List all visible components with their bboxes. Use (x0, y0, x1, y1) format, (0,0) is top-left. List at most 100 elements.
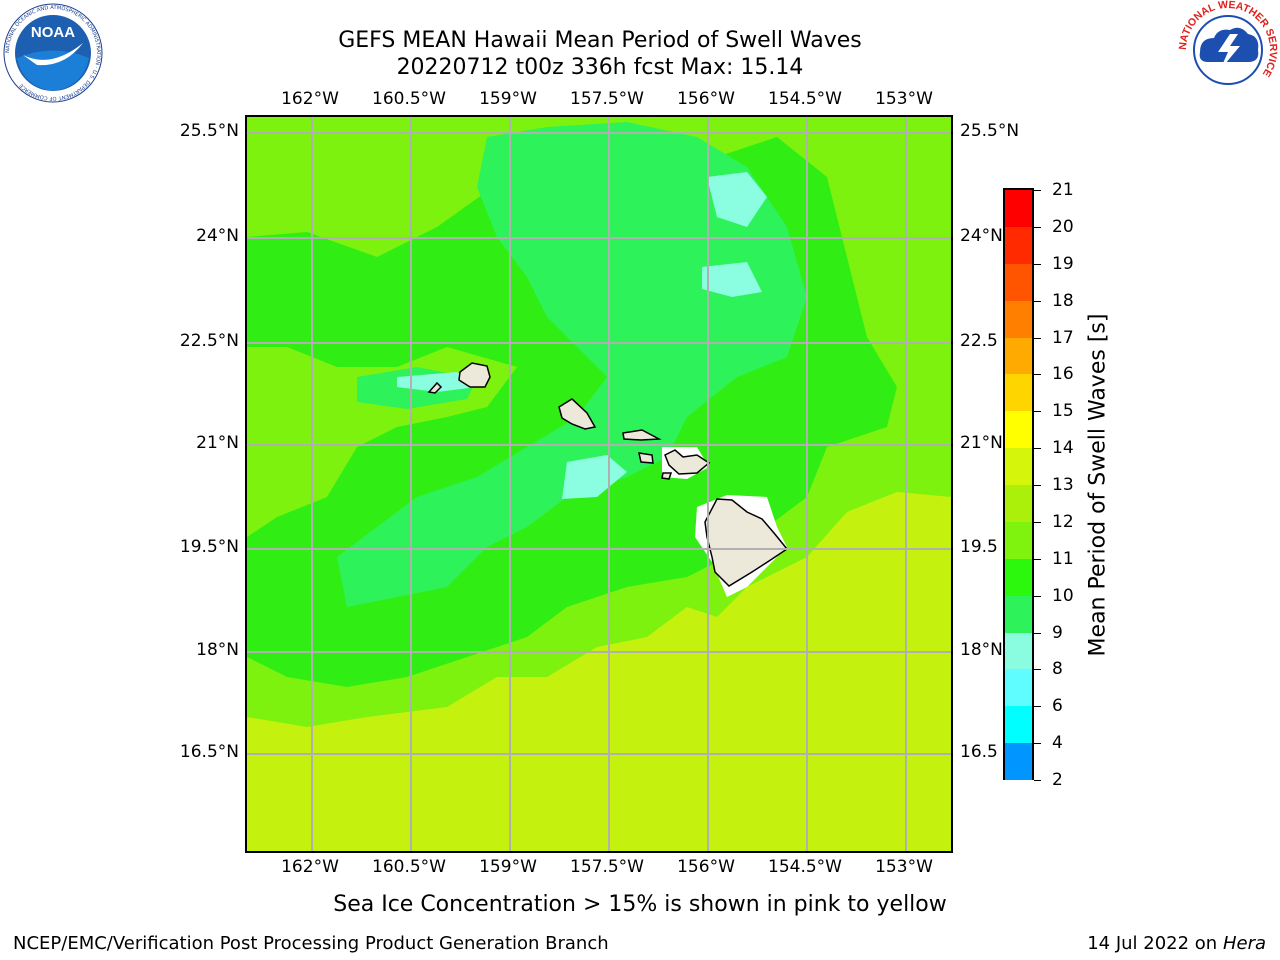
colorbar-tick (1034, 485, 1041, 486)
lat-tick-right: 24°N (960, 226, 1003, 246)
lat-tick-left: 18°N (196, 640, 239, 660)
nws-logo: NATIONAL WEATHER SERVICE (1177, 0, 1279, 100)
colorbar-label: 21 (1052, 180, 1074, 200)
colorbar-label: 11 (1052, 549, 1074, 569)
lon-tick-top: 162°W (281, 89, 339, 109)
colorbar-label: 16 (1052, 364, 1074, 384)
lat-tick-left: 19.5°N (179, 537, 239, 557)
band-9-10 (562, 455, 627, 499)
graticule (247, 117, 951, 851)
colorbar-tick (1034, 190, 1041, 191)
chart-subtitle: 20220712 t00z 336h fcst Max: 15.14 (396, 55, 804, 80)
footnote: Sea Ice Concentration > 15% is shown in … (333, 892, 947, 917)
swell-period-map (245, 115, 953, 853)
lon-tick-bottom: 157.5°W (570, 857, 644, 877)
colorbar-label: 12 (1052, 512, 1074, 532)
footer-date-text: 14 Jul 2022 on (1087, 933, 1218, 954)
lon-tick-top: 159°W (479, 89, 537, 109)
colorbar-segment (1005, 669, 1032, 707)
colorbar-label: 9 (1052, 623, 1063, 643)
lon-tick-top: 157.5°W (570, 89, 644, 109)
band-9-10 (702, 262, 762, 297)
colorbar-segment (1005, 521, 1032, 559)
colorbar-segment (1005, 300, 1032, 338)
colorbar (1003, 188, 1034, 781)
colorbar-label: 4 (1052, 733, 1063, 753)
noaa-logo-text: NOAA (31, 24, 75, 41)
colorbar-tick (1034, 374, 1041, 375)
colorbar-segment (1005, 595, 1032, 633)
lon-tick-bottom: 154.5°W (768, 857, 842, 877)
colorbar-tick (1034, 448, 1041, 449)
colorbar-label: 15 (1052, 401, 1074, 421)
lon-tick-bottom: 156°W (677, 857, 735, 877)
footer-credit: NCEP/EMC/Verification Post Processing Pr… (13, 933, 609, 954)
lat-tick-right: 19.5 (960, 537, 998, 557)
lat-tick-left: 24°N (196, 226, 239, 246)
lat-tick-left: 21°N (196, 433, 239, 453)
colorbar-label: 20 (1052, 217, 1074, 237)
colorbar-label: 6 (1052, 696, 1063, 716)
colorbar-tick (1034, 301, 1041, 302)
colorbar-segment (1005, 743, 1032, 781)
lon-tick-bottom: 162°W (281, 857, 339, 877)
lat-tick-right: 25.5°N (960, 121, 1020, 141)
colorbar-label: 17 (1052, 328, 1074, 348)
island-lanai (638, 452, 654, 464)
colorbar-segment (1005, 226, 1032, 264)
lon-tick-top: 153°W (875, 89, 933, 109)
lat-tick-right: 22.5 (960, 331, 998, 351)
colorbar-tick (1034, 669, 1041, 670)
colorbar-tick (1034, 227, 1041, 228)
lat-tick-right: 18°N (960, 640, 1003, 660)
band-9-10 (707, 172, 767, 227)
lat-tick-right: 16.5 (960, 742, 998, 762)
colorbar-title: Mean Period of Swell Waves [s] (1085, 313, 1111, 657)
noaa-logo: NOAA NATIONAL OCEANIC AND ATMOSPHERIC AD… (3, 3, 103, 103)
colorbar-segment (1005, 374, 1032, 412)
lat-tick-left: 16.5°N (179, 742, 239, 762)
lon-tick-bottom: 159°W (479, 857, 537, 877)
colorbar-tick (1034, 743, 1041, 744)
colorbar-segment (1005, 558, 1032, 596)
lat-tick-left: 22.5°N (179, 331, 239, 351)
colorbar-tick (1034, 596, 1041, 597)
lat-tick-right: 21°N (960, 433, 1003, 453)
colorbar-tick (1034, 338, 1041, 339)
colorbar-label: 19 (1052, 254, 1074, 274)
colorbar-tick (1034, 559, 1041, 560)
island-kauai (458, 362, 491, 388)
colorbar-segment (1005, 485, 1032, 522)
colorbar-segment (1005, 706, 1032, 744)
band-10-11 (337, 122, 807, 607)
colorbar-tick (1034, 264, 1041, 265)
colorbar-segment (1005, 411, 1032, 449)
colorbar-label: 8 (1052, 659, 1063, 679)
lon-tick-top: 160.5°W (372, 89, 446, 109)
colorbar-tick (1034, 411, 1041, 412)
island-molokai (622, 429, 662, 441)
colorbar-segment (1005, 632, 1032, 670)
colorbar-label: 14 (1052, 438, 1074, 458)
colorbar-tick (1034, 780, 1041, 781)
colorbar-label: 10 (1052, 586, 1074, 606)
lon-tick-bottom: 153°W (875, 857, 933, 877)
island-oahu (558, 398, 597, 430)
lat-tick-left: 25.5°N (179, 121, 239, 141)
footer-machine: Hera (1222, 933, 1266, 954)
colorbar-tick (1034, 706, 1041, 707)
island-niihau (427, 381, 443, 394)
colorbar-tick (1034, 633, 1041, 634)
colorbar-segment (1005, 190, 1032, 227)
chart-title: GEFS MEAN Hawaii Mean Period of Swell Wa… (338, 28, 862, 53)
colorbar-tick (1034, 522, 1041, 523)
colorbar-label: 18 (1052, 291, 1074, 311)
island-kahoolawe (661, 472, 673, 480)
colorbar-segment (1005, 448, 1032, 486)
colorbar-segment (1005, 263, 1032, 301)
lon-tick-bottom: 160.5°W (372, 857, 446, 877)
footer-date: 14 Jul 2022 on Hera (1087, 933, 1266, 954)
colorbar-label: 2 (1052, 770, 1063, 790)
lon-tick-top: 156°W (677, 89, 735, 109)
colorbar-label: 13 (1052, 475, 1074, 495)
